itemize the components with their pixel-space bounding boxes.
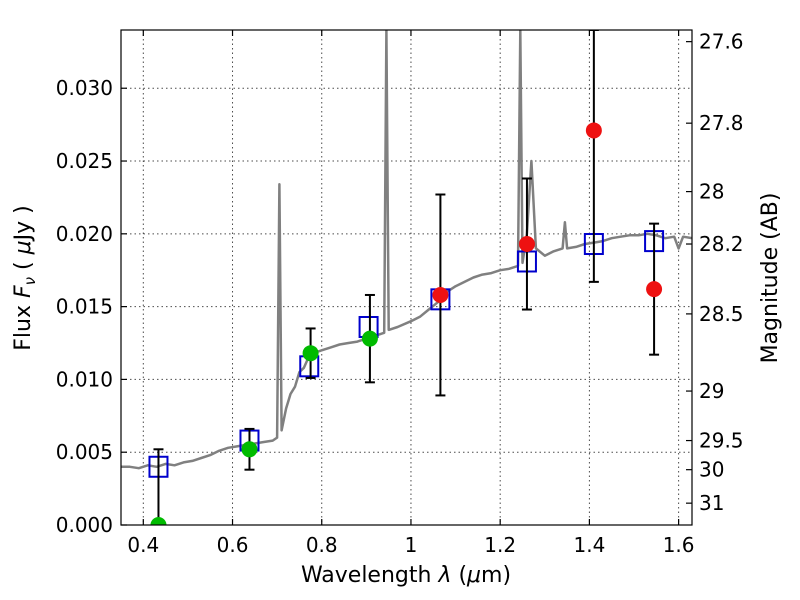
x-tick-label: 0.8 xyxy=(306,533,338,557)
y-axis-title: Flux Fν ( μJy ) xyxy=(11,205,39,350)
magnitude-tick-label: 30 xyxy=(699,458,724,482)
x-tick-label: 1.6 xyxy=(663,533,695,557)
y-tick-label: 0.000 xyxy=(56,513,113,537)
magnitude-tick-label: 28 xyxy=(699,180,724,204)
x-tick-label: 1.4 xyxy=(573,533,605,557)
observed-flux-point xyxy=(518,236,535,253)
x-tick-label: 1.2 xyxy=(484,533,516,557)
y-tick-label: 0.025 xyxy=(56,149,113,173)
x-tick-label: 0.4 xyxy=(127,533,159,557)
observed-flux-point xyxy=(585,122,602,139)
magnitude-tick-label: 27.6 xyxy=(699,30,744,54)
magnitude-tick-label: 31 xyxy=(699,491,724,515)
plot-frame xyxy=(120,29,693,526)
model-spectrum-line xyxy=(121,30,692,470)
magnitude-tick-label: 29.5 xyxy=(699,429,744,453)
x-tick-label: 0.6 xyxy=(217,533,249,557)
magnitude-tick-label: 27.8 xyxy=(699,111,744,135)
y-tick-label: 0.005 xyxy=(56,440,113,464)
magnitude-axis: 27.6 27.8 28 28.2 28.5 29 29.5 30 31 xyxy=(686,30,744,515)
y-tick-label: 0.020 xyxy=(56,222,113,246)
magnitude-tick-label: 29 xyxy=(699,379,724,403)
magnitude-axis-title: Magnitude (AB) xyxy=(758,193,783,364)
observed-flux-point xyxy=(150,517,167,525)
x-tick-label: 1 xyxy=(405,533,418,557)
observed-flux-point xyxy=(241,441,258,458)
y-tick-label: 0.015 xyxy=(56,295,113,319)
x-axis: 0.4 0.6 0.8 1 1.2 1.4 1.6 xyxy=(127,30,695,557)
observed-flux-point xyxy=(646,281,663,298)
grid-lines xyxy=(121,30,692,526)
plot-area xyxy=(121,30,692,525)
observed-flux-point xyxy=(361,330,378,347)
y-tick-label: 0.030 xyxy=(56,76,113,100)
y-tick-label: 0.010 xyxy=(56,367,113,391)
observed-flux-point xyxy=(432,286,449,303)
observed-flux-point xyxy=(302,345,319,362)
x-axis-title: Wavelength λ (μm) xyxy=(301,563,511,588)
y-axis: 0.000 0.005 0.010 0.015 0.020 0.025 0.030 xyxy=(56,76,127,537)
magnitude-tick-label: 28.2 xyxy=(699,232,744,256)
magnitude-tick-label: 28.5 xyxy=(699,302,744,326)
